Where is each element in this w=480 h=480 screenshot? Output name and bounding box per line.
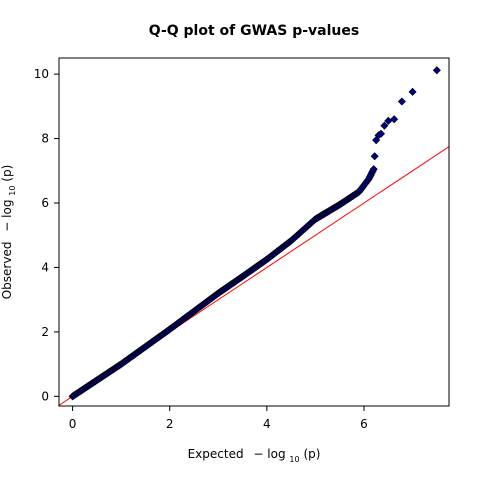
plot-area — [58, 57, 450, 407]
data-point — [380, 121, 389, 130]
data-point — [369, 165, 378, 174]
x-axis-label-func: log — [267, 447, 285, 461]
y-axis-label-prefix: Observed — [0, 242, 14, 300]
x-tick-label: 2 — [166, 417, 174, 431]
x-axis-label-minus: − — [253, 447, 263, 461]
x-axis-ticks: 0 2 4 6 — [69, 406, 368, 431]
y-tick-label: 0 — [41, 389, 49, 403]
y-tick-label: 10 — [34, 67, 49, 81]
y-axis-label-sub: 10 — [8, 186, 17, 196]
data-point — [432, 66, 441, 75]
x-axis-label: Expected − log 10 (p) — [188, 447, 321, 465]
plot-frame — [58, 57, 450, 407]
x-tick-label: 6 — [360, 417, 368, 431]
y-axis-label-minus: − — [0, 222, 14, 232]
data-points — [68, 66, 441, 401]
x-axis-label-arg: (p) — [303, 447, 320, 461]
y-axis-ticks: 0 2 4 6 8 10 — [34, 67, 59, 403]
y-tick-label: 8 — [41, 132, 49, 146]
data-point — [376, 129, 386, 138]
chart-title: Q-Q plot of GWAS p-values — [149, 23, 359, 39]
y-tick-label: 6 — [41, 196, 49, 210]
x-axis-label-prefix: Expected — [188, 447, 244, 461]
y-axis-label: Observed − log 10 (p) — [0, 165, 18, 300]
data-point — [408, 87, 417, 96]
x-tick-label: 4 — [263, 417, 271, 431]
x-axis-label-sub: 10 — [289, 455, 299, 464]
y-axis-label-func: log — [0, 200, 14, 218]
x-tick-label: 0 — [69, 417, 77, 431]
y-tick-label: 4 — [41, 260, 49, 274]
y-axis-label-arg: (p) — [0, 165, 14, 182]
data-point — [370, 152, 379, 161]
y-tick-label: 2 — [41, 325, 49, 339]
data-point — [397, 97, 406, 106]
data-point — [390, 115, 399, 124]
